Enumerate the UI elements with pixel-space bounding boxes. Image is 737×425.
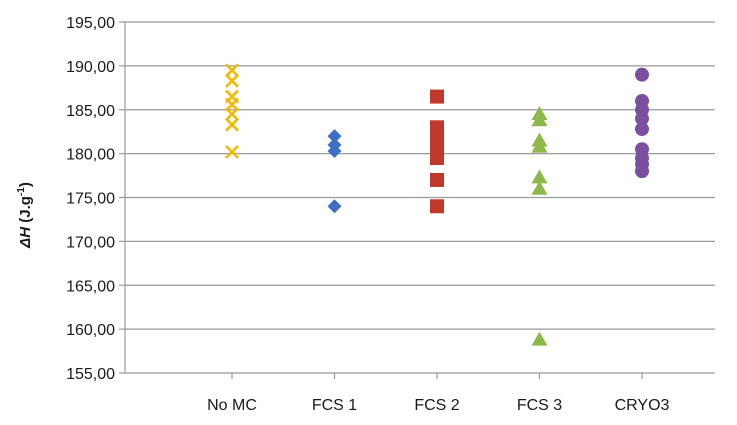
data-point	[430, 151, 444, 166]
data-points	[225, 63, 649, 346]
data-point-stroke	[225, 73, 239, 88]
data-point	[635, 67, 649, 82]
data-point-stroke	[225, 63, 239, 78]
y-tick-label: 190,00	[66, 59, 115, 76]
y-tick-label: 180,00	[66, 147, 115, 164]
x-category-label: FCS 1	[312, 397, 357, 414]
y-tick-labels: 155,00 160,00 165,00 170,00 175,00 180,00 185,…	[66, 15, 115, 383]
y-tick-label: 175,00	[66, 191, 115, 208]
y-tick-label: 170,00	[66, 234, 115, 251]
data-point	[225, 117, 239, 132]
y-tick-label: 155,00	[66, 366, 115, 383]
y-tick-label: 165,00	[66, 278, 115, 295]
y-axis-symbol: ΔH	[17, 226, 34, 249]
data-point-stroke	[225, 117, 239, 132]
data-point	[225, 63, 239, 78]
x-category-label: FCS 2	[414, 397, 459, 414]
data-point	[430, 172, 444, 187]
x-category-label: No MC	[207, 397, 257, 414]
data-point	[327, 129, 342, 144]
x-category-label: CRYO3	[615, 397, 670, 414]
data-point	[531, 331, 548, 346]
data-point	[327, 143, 342, 158]
gridlines	[119, 21, 715, 374]
data-point	[225, 107, 239, 122]
y-axis-unit-close: )	[17, 182, 34, 187]
data-point	[430, 89, 444, 104]
x-category-labels: No MC FCS 1 FCS 2 FCS 3 CRYO3	[207, 397, 669, 414]
data-point	[225, 144, 239, 159]
y-tick-label: 195,00	[66, 15, 115, 32]
y-axis-unit-exponent: -1	[16, 187, 27, 196]
data-point	[430, 129, 444, 144]
data-point	[327, 199, 342, 214]
y-axis-unit: (J.g	[17, 196, 34, 227]
y-axis-title: ΔH (J.g-1)	[16, 182, 34, 249]
data-point	[531, 112, 548, 127]
y-tick-label: 185,00	[66, 103, 115, 120]
data-point-stroke	[225, 144, 239, 159]
data-point	[531, 138, 548, 153]
data-point	[635, 164, 649, 179]
data-point	[531, 169, 548, 184]
y-tick-label: 160,00	[66, 322, 115, 339]
data-point	[635, 111, 649, 126]
x-category-label: FCS 3	[517, 397, 562, 414]
data-point	[635, 122, 649, 137]
data-point	[225, 73, 239, 88]
axes	[124, 22, 715, 379]
data-point	[430, 199, 444, 214]
data-point-stroke	[225, 107, 239, 122]
data-point	[531, 180, 548, 195]
